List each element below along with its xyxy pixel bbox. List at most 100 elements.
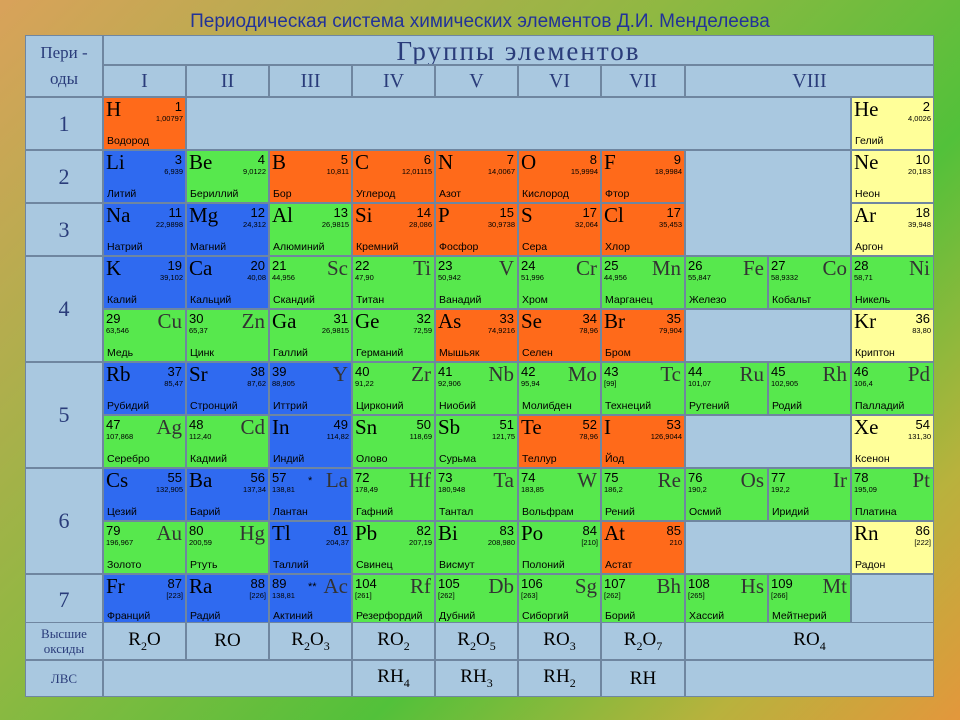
element-cell-li[interactable]: Li 3 6,939 Литий	[103, 150, 186, 203]
element-cell-hs[interactable]: Hs 108 [265] Хассий	[685, 574, 768, 625]
element-cell-v[interactable]: V 23 50,942 Ванадий	[435, 256, 518, 309]
element-cell-ge[interactable]: Ge 32 72,59 Германий	[352, 309, 435, 362]
element-cell-nb[interactable]: Nb 41 92,906 Ниобий	[435, 362, 518, 415]
element-cell-cr[interactable]: Cr 24 51,996 Хром	[518, 256, 601, 309]
element-cell-s[interactable]: S 17 32,064 Сера	[518, 203, 601, 256]
element-cell-zn[interactable]: Zn 30 65,37 Цинк	[186, 309, 269, 362]
element-cell-c[interactable]: C 6 12,01115 Углерод	[352, 150, 435, 203]
period-label-2: 2	[25, 150, 103, 203]
element-cell-h[interactable]: H 1 1,00797 Водород	[103, 97, 186, 150]
element-cell-zr[interactable]: Zr 40 91,22 Цирконий	[352, 362, 435, 415]
element-cell-br[interactable]: Br 35 79,904 Бром	[601, 309, 685, 362]
element-cell-sb[interactable]: Sb 51 121,75 Сурьма	[435, 415, 518, 468]
element-cell-be[interactable]: Be 4 9,0122 Бериллий	[186, 150, 269, 203]
element-cell-cs[interactable]: Cs 55 132,905 Цезий	[103, 468, 186, 521]
element-cell-ar[interactable]: Ar 18 39,948 Аргон	[851, 203, 934, 256]
element-cell-sr[interactable]: Sr 38 87,62 Стронций	[186, 362, 269, 415]
element-cell-ne[interactable]: Ne 10 20,183 Неон	[851, 150, 934, 203]
element-cell-i[interactable]: I 53 126,9044 Йод	[601, 415, 685, 468]
element-cell-n[interactable]: N 7 14,0067 Азот	[435, 150, 518, 203]
element-cell-cd[interactable]: Cd 48 112,40 Кадмий	[186, 415, 269, 468]
element-cell-hg[interactable]: Hg 80 200,59 Ртуть	[186, 521, 269, 574]
atomic-number: 105	[438, 576, 460, 591]
element-cell-y[interactable]: Y 39 88,905 Иттрий	[269, 362, 352, 415]
element-cell-p[interactable]: P 15 30,9738 Фосфор	[435, 203, 518, 256]
element-name: Неон	[855, 188, 881, 200]
element-cell-b[interactable]: B 5 10,811 Бор	[269, 150, 352, 203]
element-cell-cu[interactable]: Cu 29 63,546 Медь	[103, 309, 186, 362]
element-symbol: Mg	[189, 203, 219, 227]
element-cell-pt[interactable]: Pt 78 195,09 Платина	[851, 468, 934, 521]
atomic-number: 29	[106, 311, 121, 326]
element-cell-tc[interactable]: Tc 43 [99] Технеций	[601, 362, 685, 415]
element-cell-se[interactable]: Se 34 78,96 Селен	[518, 309, 601, 362]
element-cell-sn[interactable]: Sn 50 118,69 Олово	[352, 415, 435, 468]
element-cell-ta[interactable]: Ta 73 180,948 Тантал	[435, 468, 518, 521]
element-cell-mo[interactable]: Mo 42 95,94 Молибден	[518, 362, 601, 415]
group-header-II: II	[186, 65, 269, 97]
element-cell-al[interactable]: Al 13 26,9815 Алюминий	[269, 203, 352, 256]
element-cell-re[interactable]: Re 75 186,2 Рений	[601, 468, 685, 521]
element-cell-fr[interactable]: Fr 87 [223] Франций	[103, 574, 186, 625]
element-cell-in[interactable]: In 49 114,82 Индий	[269, 415, 352, 468]
period-label-1: 1	[25, 97, 103, 150]
element-cell-rb[interactable]: Rb 37 85,47 Рубидий	[103, 362, 186, 415]
element-cell-ti[interactable]: Ti 22 47,90 Титан	[352, 256, 435, 309]
element-cell-sg[interactable]: Sg 106 [263] Сиборгий	[518, 574, 601, 625]
element-cell-po[interactable]: Po 84 [210] Полоний	[518, 521, 601, 574]
element-cell-co[interactable]: Co 27 58,9332 Кобальт	[768, 256, 851, 309]
element-cell-mn[interactable]: Mn 25 44,956 Марганец	[601, 256, 685, 309]
element-cell-mg[interactable]: Mg 12 24,312 Магний	[186, 203, 269, 256]
element-cell-ni[interactable]: Ni 28 58,71 Никель	[851, 256, 934, 309]
formula-subscript: 2	[636, 638, 643, 653]
element-cell-xe[interactable]: Xe 54 131,30 Ксенон	[851, 415, 934, 468]
element-cell-mt[interactable]: Mt 109 [266] Мейтнерий	[768, 574, 851, 625]
element-cell-fe[interactable]: Fe 26 55,847 Железо	[685, 256, 768, 309]
element-cell-bi[interactable]: Bi 83 208,980 Висмут	[435, 521, 518, 574]
element-cell-rh[interactable]: Rh 45 102,905 Родий	[768, 362, 851, 415]
element-cell-kr[interactable]: Kr 36 83,80 Криптон	[851, 309, 934, 362]
element-cell-pb[interactable]: Pb 82 207,19 Свинец	[352, 521, 435, 574]
atomic-mass: 87,62	[247, 379, 266, 388]
element-cell-at[interactable]: At 85 210 Астат	[601, 521, 685, 574]
element-name: Селен	[522, 347, 553, 359]
element-name: Золото	[107, 559, 142, 571]
element-name: Лантан	[273, 506, 308, 518]
element-cell-db[interactable]: Db 105 [262] Дубний	[435, 574, 518, 625]
element-cell-hf[interactable]: Hf 72 178,49 Гафний	[352, 468, 435, 521]
element-cell-w[interactable]: W 74 183,85 Вольфрам	[518, 468, 601, 521]
element-cell-os[interactable]: Os 76 190,2 Осмий	[685, 468, 768, 521]
element-cell-k[interactable]: K 19 39,102 Калий	[103, 256, 186, 309]
element-cell-si[interactable]: Si 14 28,086 Кремний	[352, 203, 435, 256]
element-cell-te[interactable]: Te 52 78,96 Теллур	[518, 415, 601, 468]
element-cell-sc[interactable]: Sc 21 44,956 Скандий	[269, 256, 352, 309]
element-cell-o[interactable]: O 8 15,9994 Кислород	[518, 150, 601, 203]
element-cell-bh[interactable]: Bh 107 [262] Борий	[601, 574, 685, 625]
element-name: Бром	[605, 347, 631, 359]
element-cell-tl[interactable]: Tl 81 204,37 Таллий	[269, 521, 352, 574]
element-cell-ag[interactable]: Ag 47 107,868 Серебро	[103, 415, 186, 468]
element-cell-as[interactable]: As 33 74,9216 Мышьяк	[435, 309, 518, 362]
element-cell-ca[interactable]: Ca 20 40,08 Кальций	[186, 256, 269, 309]
element-cell-rf[interactable]: Rf 104 [261] Резерфордий	[352, 574, 435, 625]
element-cell-f[interactable]: F 9 18,9984 Фтор	[601, 150, 685, 203]
element-name: Иридий	[772, 506, 810, 518]
element-cell-ru[interactable]: Ru 44 101,07 Рутений	[685, 362, 768, 415]
element-cell-ir[interactable]: Ir 77 192,2 Иридий	[768, 468, 851, 521]
element-symbol: Hg	[239, 521, 265, 545]
element-cell-au[interactable]: Au 79 196,967 Золото	[103, 521, 186, 574]
element-cell-rn[interactable]: Rn 86 [222] Радон	[851, 521, 934, 574]
element-cell-ba[interactable]: Ba 56 137,34 Барий	[186, 468, 269, 521]
atomic-number: 85	[666, 523, 681, 538]
element-cell-pd[interactable]: Pd 46 106,4 Палладий	[851, 362, 934, 415]
element-cell-na[interactable]: Na 11 22,9898 Натрий	[103, 203, 186, 256]
element-name: Литий	[107, 188, 137, 200]
element-cell-he[interactable]: He 2 4,0026 Гелий	[851, 97, 934, 150]
atomic-mass: 195,09	[854, 485, 877, 494]
element-symbol: Ti	[413, 256, 431, 280]
element-cell-la[interactable]: La 57 138,81 * Лантан	[269, 468, 352, 521]
element-cell-ac[interactable]: Ac 89 138,81 ** Актиний	[269, 574, 352, 625]
element-cell-cl[interactable]: Cl 17 35,453 Хлор	[601, 203, 685, 256]
element-cell-ra[interactable]: Ra 88 [226] Радий	[186, 574, 269, 625]
element-cell-ga[interactable]: Ga 31 26,9815 Галлий	[269, 309, 352, 362]
